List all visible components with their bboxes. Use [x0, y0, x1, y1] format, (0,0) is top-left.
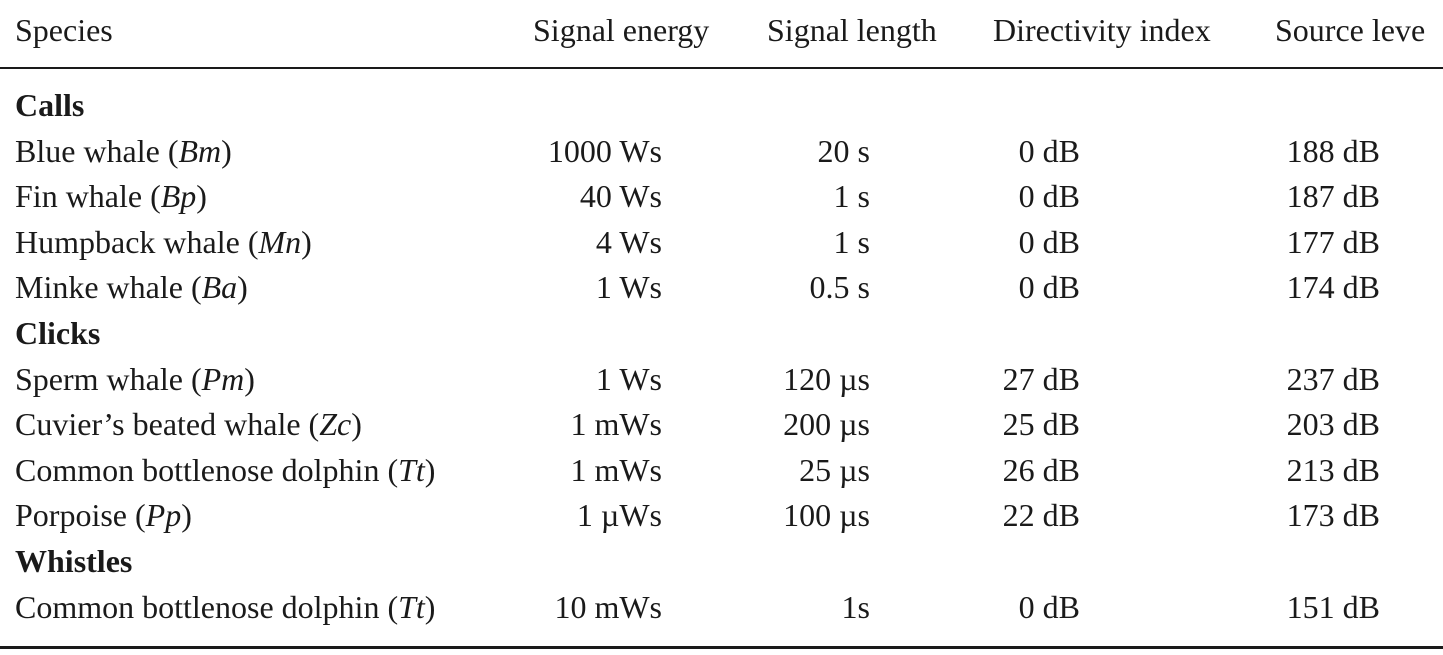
signal-energy: 1 µWs — [576, 497, 662, 534]
signal-length: 20 s — [817, 132, 870, 169]
directivity-index: 26 dB — [1002, 451, 1080, 488]
species: Minke whale (Ba) — [15, 269, 248, 306]
signal-energy: 1 Ws — [595, 360, 662, 397]
signal-energy: 4 Ws — [595, 223, 662, 260]
directivity-index: 0 dB — [1018, 223, 1080, 260]
source-level: 177 dB — [1286, 223, 1380, 260]
section-title: Clicks — [15, 315, 101, 351]
signal-energy: 10 mWs — [554, 588, 662, 625]
header-cell: Source leve — [1275, 12, 1426, 48]
signal-length: 25 µs — [799, 451, 870, 488]
header-cell: Species — [15, 12, 113, 48]
header-cell: Signal length — [767, 12, 937, 48]
signal-energy: 1 mWs — [570, 406, 662, 443]
section-title: Whistles — [15, 543, 133, 579]
signal-length: 0.5 s — [809, 269, 870, 306]
source-level: 188 dB — [1286, 132, 1380, 169]
species: Humpback whale (Mn) — [15, 223, 312, 260]
header-cell: Signal energy — [533, 12, 710, 48]
directivity-index: 27 dB — [1002, 360, 1080, 397]
header-rule — [0, 67, 1443, 69]
signal-length: 120 µs — [783, 360, 870, 397]
signal-length: 200 µs — [783, 406, 870, 443]
source-level: 203 dB — [1286, 406, 1380, 443]
directivity-index: 0 dB — [1018, 132, 1080, 169]
source-level: 237 dB — [1286, 360, 1380, 397]
signal-energy: 1000 Ws — [547, 132, 662, 169]
species: Sperm whale (Pm) — [15, 360, 255, 397]
source-level: 173 dB — [1286, 497, 1380, 534]
directivity-index: 0 dB — [1018, 588, 1080, 625]
signal-length: 100 µs — [783, 497, 870, 534]
section-title: Calls — [15, 87, 85, 123]
signal-length: 1 s — [833, 178, 870, 215]
source-level: 151 dB — [1286, 588, 1380, 625]
species: Cuvier’s beated whale (Zc) — [15, 406, 362, 443]
species: Common bottlenose dolphin (Tt) — [15, 588, 436, 625]
signal-energy: 40 Ws — [579, 178, 662, 215]
directivity-index: 0 dB — [1018, 178, 1080, 215]
species: Common bottlenose dolphin (Tt) — [15, 451, 436, 488]
source-level: 174 dB — [1286, 269, 1380, 306]
signal-length: 1 s — [833, 223, 870, 260]
directivity-index: 22 dB — [1002, 497, 1080, 534]
species: Blue whale (Bm) — [15, 132, 232, 169]
source-level: 213 dB — [1286, 451, 1380, 488]
species: Porpoise (Pp) — [15, 497, 192, 534]
signal-length: 1s — [841, 588, 870, 625]
header-cell: Directivity index — [993, 12, 1211, 48]
signal-energy: 1 Ws — [595, 269, 662, 306]
bottom-rule — [0, 646, 1443, 649]
directivity-index: 25 dB — [1002, 406, 1080, 443]
signal-energy: 1 mWs — [570, 451, 662, 488]
source-level: 187 dB — [1286, 178, 1380, 215]
species: Fin whale (Bp) — [15, 178, 207, 215]
directivity-index: 0 dB — [1018, 269, 1080, 306]
